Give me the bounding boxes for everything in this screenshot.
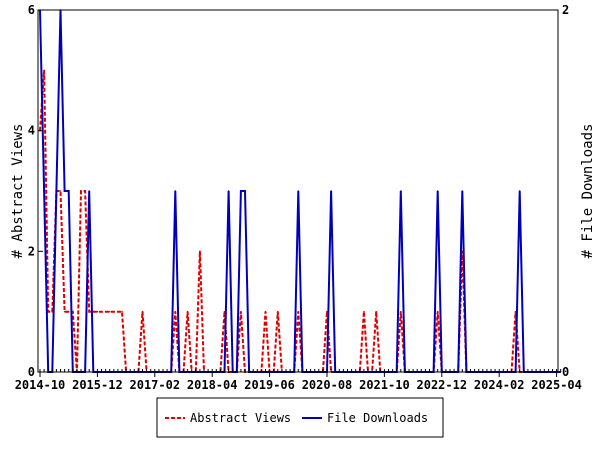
data-point <box>59 190 62 192</box>
data-point <box>264 310 267 313</box>
data-point <box>121 310 123 313</box>
data-point <box>67 310 70 313</box>
data-point <box>240 310 242 313</box>
data-point <box>518 190 521 192</box>
data-point <box>88 190 90 192</box>
data-point <box>297 310 300 313</box>
data-point <box>84 190 86 192</box>
x-tick-label: 2025-04 <box>531 378 582 392</box>
data-point <box>227 190 230 192</box>
data-point <box>277 310 279 313</box>
data-point <box>297 190 300 192</box>
data-point <box>436 190 439 192</box>
x-tick-label: 2024-02 <box>474 378 525 392</box>
data-point <box>375 310 378 313</box>
y-axis-label-right: # File Downloads <box>580 124 596 259</box>
data-point <box>67 190 70 192</box>
data-point <box>186 310 189 313</box>
legend-box <box>156 397 444 438</box>
series-line-file-downloads <box>39 9 561 373</box>
data-point <box>63 310 66 313</box>
data-point <box>199 250 201 253</box>
data-point <box>43 190 45 192</box>
y-tick-label-left: 0 <box>28 365 35 379</box>
x-tick-label: 2017-02 <box>130 378 181 392</box>
data-point <box>43 69 45 72</box>
y-tick-label-left: 2 <box>28 244 35 258</box>
data-point <box>436 310 439 313</box>
data-point <box>108 310 111 313</box>
legend: Abstract Views File Downloads <box>156 397 444 438</box>
y-tick-label-right: 2 <box>562 3 569 17</box>
data-point <box>330 190 332 192</box>
data-point <box>240 190 242 192</box>
y-tick-label-right: 0 <box>562 365 569 379</box>
data-point <box>80 190 82 192</box>
data-point <box>100 310 103 313</box>
x-tick-label: 2020-08 <box>302 378 353 392</box>
data-point <box>400 310 402 313</box>
legend-label-views: Abstract Views <box>190 411 291 425</box>
data-point <box>117 310 119 313</box>
x-tick-label: 2021-10 <box>359 378 410 392</box>
legend-label-downloads: File Downloads <box>327 411 428 425</box>
data-point <box>63 190 66 192</box>
data-point <box>104 310 107 313</box>
x-tick-label: 2022-12 <box>417 378 468 392</box>
y-axis-label-left: # Abstract Views <box>10 124 26 259</box>
data-point <box>363 310 365 313</box>
x-tick-label: 2019-06 <box>244 378 295 392</box>
data-point <box>88 310 90 313</box>
series-line-abstract-views <box>39 70 561 373</box>
data-point <box>55 190 58 192</box>
data-point <box>461 190 464 192</box>
data-point <box>174 190 177 192</box>
data-point <box>174 310 177 313</box>
y-tick-label-left: 4 <box>28 124 35 138</box>
data-point <box>400 190 402 192</box>
y-tick-label-left: 6 <box>28 3 35 17</box>
x-tick-label: 2014-10 <box>15 378 66 392</box>
data-point <box>244 190 246 192</box>
x-tick-label: 2018-04 <box>187 378 238 392</box>
data-point <box>113 310 115 313</box>
x-tick-label: 2015-12 <box>72 378 123 392</box>
data-point <box>96 310 99 313</box>
data-point <box>141 310 144 313</box>
